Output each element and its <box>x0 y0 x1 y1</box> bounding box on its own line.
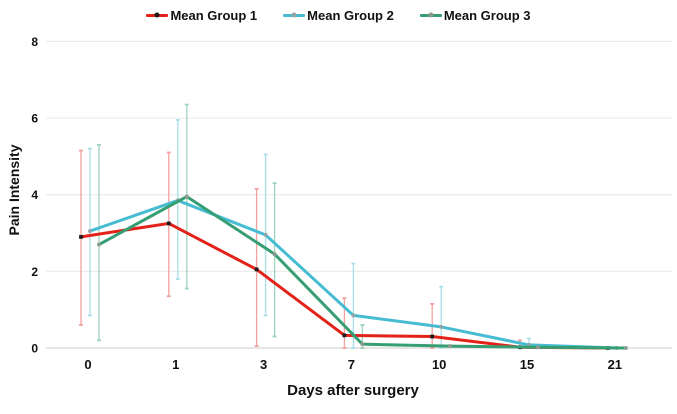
svg-text:15: 15 <box>520 357 534 372</box>
legend-line-swatch-group-3 <box>419 12 442 18</box>
legend-label: Mean Group 3 <box>443 7 531 23</box>
chart-legend: Mean Group 1 Mean Group 2 Mean Group 3 <box>0 5 677 25</box>
legend-item-group-2: Mean Group 2 <box>283 8 394 23</box>
svg-text:0: 0 <box>84 357 91 372</box>
x-axis-title: Days after surgery <box>287 382 419 399</box>
svg-text:8: 8 <box>31 35 38 49</box>
svg-text:6: 6 <box>31 112 38 126</box>
legend-item-group-3: Mean Group 3 <box>419 7 531 23</box>
legend-marker-dot <box>154 12 160 18</box>
svg-text:1: 1 <box>172 357 179 372</box>
legend-label: Mean Group 1 <box>170 7 258 23</box>
svg-text:0: 0 <box>31 342 38 356</box>
gridlines-and-ticks: 0 2 4 6 8 0 1 3 7 10 15 21 <box>31 35 672 372</box>
legend-label: Mean Group 2 <box>307 7 394 23</box>
svg-text:7: 7 <box>348 357 355 372</box>
mean-lines <box>79 194 628 350</box>
svg-text:4: 4 <box>31 188 38 202</box>
legend-marker-dot <box>291 12 297 18</box>
legend-line-swatch-group-2 <box>283 12 306 18</box>
y-axis-title: Pain Intensity <box>6 144 22 236</box>
svg-text:21: 21 <box>608 357 622 372</box>
svg-text:10: 10 <box>432 357 446 372</box>
legend-marker-dot <box>428 12 434 18</box>
svg-text:2: 2 <box>31 265 38 279</box>
svg-text:3: 3 <box>260 357 267 372</box>
legend-line-swatch-group-1 <box>146 12 169 18</box>
legend-item-group-1: Mean Group 1 <box>146 8 257 23</box>
